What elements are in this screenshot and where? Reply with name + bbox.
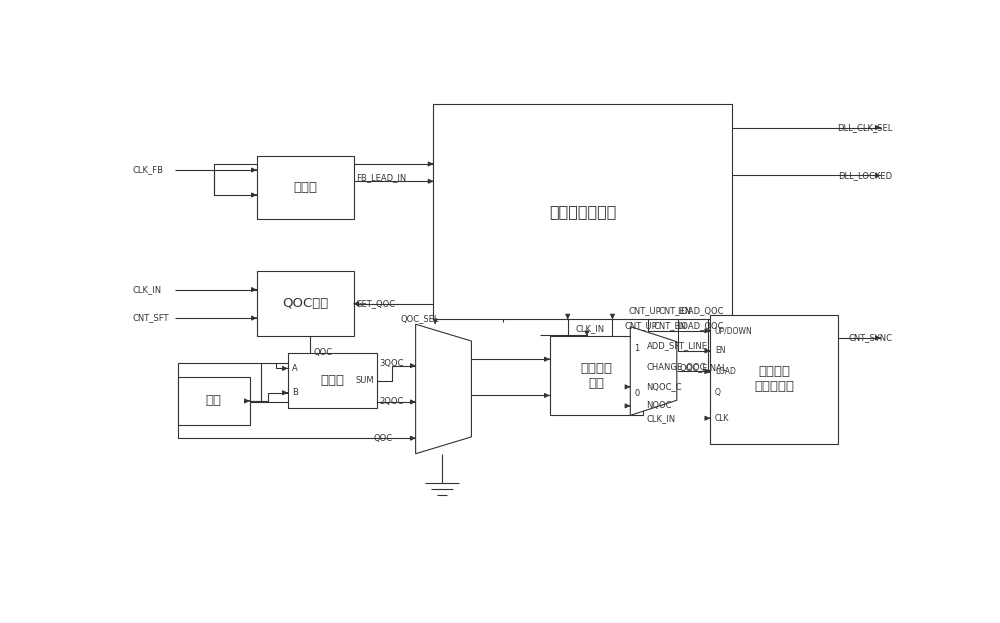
- Bar: [288, 353, 377, 408]
- Text: CNT_SYNC: CNT_SYNC: [848, 333, 892, 343]
- Text: 偏斜范围
预估: 偏斜范围 预估: [580, 362, 612, 390]
- Text: SUM: SUM: [355, 376, 374, 385]
- Text: CNT_SFT: CNT_SFT: [133, 313, 169, 323]
- Text: QOC: QOC: [373, 434, 392, 443]
- Text: 3QOC: 3QOC: [379, 359, 404, 368]
- Text: NQOC_C: NQOC_C: [647, 383, 682, 391]
- Text: A: A: [292, 364, 298, 373]
- Text: FB_LEAD_IN: FB_LEAD_IN: [356, 173, 406, 183]
- Text: 控制状态机逻辑: 控制状态机逻辑: [549, 204, 616, 219]
- Text: DLL_LOCKED: DLL_LOCKED: [838, 171, 892, 180]
- Bar: [257, 156, 354, 219]
- Text: CLK_IN: CLK_IN: [647, 414, 676, 423]
- Text: 0: 0: [634, 389, 639, 397]
- Text: CNT_EN: CNT_EN: [654, 321, 687, 330]
- Text: ADD_SFT_LINE: ADD_SFT_LINE: [647, 341, 708, 350]
- Text: 带置位的
可逆计数器: 带置位的 可逆计数器: [754, 365, 794, 393]
- Text: CHANGE_QOC: CHANGE_QOC: [647, 362, 706, 371]
- Text: CLK_IN: CLK_IN: [133, 285, 162, 294]
- Text: B: B: [292, 388, 298, 397]
- Text: NQOC: NQOC: [647, 401, 672, 411]
- Text: QOC计算: QOC计算: [282, 297, 328, 310]
- Text: QOC: QOC: [314, 348, 333, 358]
- Text: UP/DOWN: UP/DOWN: [715, 326, 753, 335]
- Text: CLK_IN: CLK_IN: [575, 325, 604, 333]
- Text: QOC_FINAL: QOC_FINAL: [679, 363, 727, 372]
- Text: GET_QOC: GET_QOC: [356, 299, 396, 308]
- Text: LOAD: LOAD: [715, 367, 736, 376]
- Text: Q: Q: [715, 389, 721, 397]
- Text: CNT_UP: CNT_UP: [624, 321, 657, 330]
- Bar: [710, 315, 838, 444]
- Text: 2QOC: 2QOC: [379, 397, 404, 406]
- Polygon shape: [630, 326, 677, 416]
- Bar: [257, 272, 354, 336]
- Bar: [550, 336, 643, 416]
- Text: 鉴相器: 鉴相器: [293, 181, 317, 194]
- Text: 1: 1: [634, 345, 639, 353]
- Text: DLL_CLK_SEL: DLL_CLK_SEL: [837, 123, 892, 132]
- Text: LOAD_QOC: LOAD_QOC: [677, 307, 723, 315]
- Text: CLK_FB: CLK_FB: [133, 166, 164, 174]
- Text: CLK: CLK: [715, 414, 729, 423]
- Text: 加法器: 加法器: [320, 374, 344, 387]
- Text: CNT_EN: CNT_EN: [659, 307, 692, 315]
- Polygon shape: [416, 324, 471, 454]
- Text: QOC_SEL: QOC_SEL: [400, 314, 439, 323]
- Bar: [433, 103, 732, 320]
- Text: EN: EN: [715, 346, 725, 355]
- Text: LOAD_QOC: LOAD_QOC: [677, 321, 723, 330]
- Text: CNT_UP: CNT_UP: [629, 307, 662, 315]
- Bar: [178, 377, 250, 425]
- Text: 左移: 左移: [206, 394, 222, 407]
